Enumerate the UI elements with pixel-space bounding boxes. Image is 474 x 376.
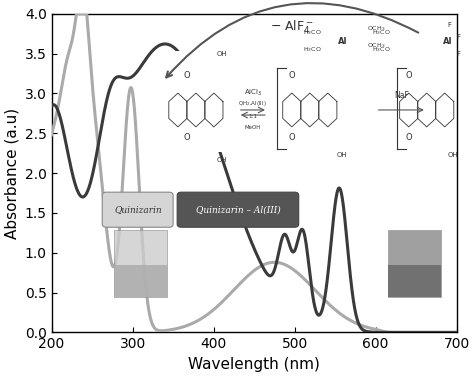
FancyBboxPatch shape xyxy=(114,265,167,297)
FancyBboxPatch shape xyxy=(388,265,440,297)
FancyBboxPatch shape xyxy=(177,192,299,227)
X-axis label: Wavelength (nm): Wavelength (nm) xyxy=(188,357,320,372)
FancyBboxPatch shape xyxy=(388,230,440,297)
FancyBboxPatch shape xyxy=(114,230,167,297)
FancyBboxPatch shape xyxy=(102,192,173,227)
Text: Quinizarin: Quinizarin xyxy=(114,205,162,214)
Y-axis label: Absorbance (a.u): Absorbance (a.u) xyxy=(4,108,19,239)
Text: Quinizarin – Al(III): Quinizarin – Al(III) xyxy=(196,205,280,214)
